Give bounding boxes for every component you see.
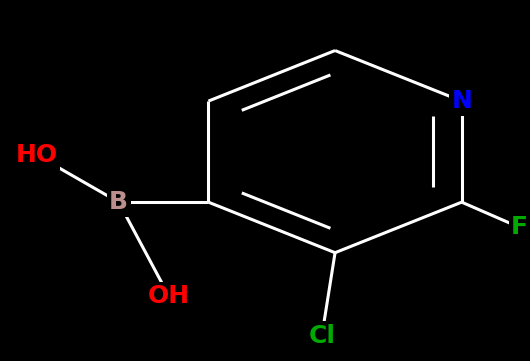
Text: F: F [511,216,528,239]
Text: HO: HO [16,143,58,167]
Text: B: B [109,190,128,214]
Text: N: N [451,89,472,113]
Text: OH: OH [148,284,190,308]
Text: Cl: Cl [308,324,335,348]
